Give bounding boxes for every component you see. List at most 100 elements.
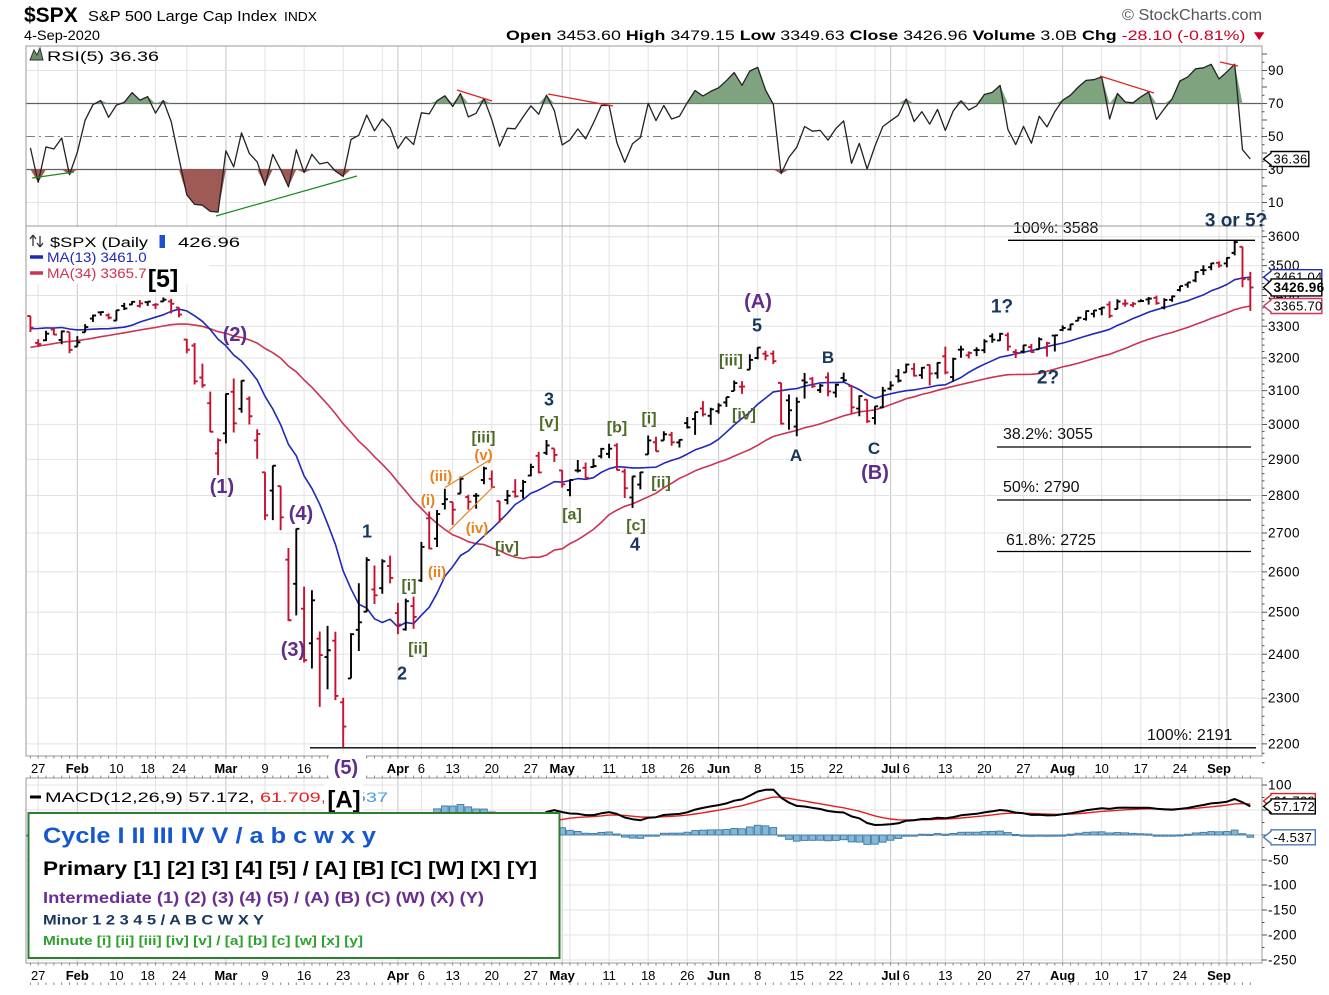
svg-text:3300: 3300 [1268, 319, 1300, 334]
svg-text:[i]: [i] [641, 411, 656, 428]
svg-text:S&P 500 Large Cap Index: S&P 500 Large Cap Index [88, 8, 278, 25]
svg-text:(3): (3) [281, 639, 305, 661]
svg-text:6: 6 [903, 761, 910, 776]
svg-text:5: 5 [752, 315, 762, 335]
svg-text:2300: 2300 [1268, 691, 1300, 706]
svg-text:27: 27 [1016, 968, 1030, 983]
svg-text:3200: 3200 [1268, 351, 1300, 366]
svg-text:[A]: [A] [327, 786, 360, 813]
svg-text:$SPX: $SPX [24, 4, 78, 27]
svg-text:2800: 2800 [1268, 488, 1300, 503]
svg-text:Feb: Feb [66, 968, 89, 983]
svg-text:2600: 2600 [1268, 564, 1300, 579]
svg-text:[c]: [c] [626, 518, 646, 535]
svg-text:C: C [868, 439, 880, 458]
svg-text:26: 26 [680, 761, 694, 776]
svg-text:57.172: 57.172 [1274, 799, 1316, 814]
svg-text:[a]: [a] [562, 507, 582, 524]
svg-text:2?: 2? [1037, 368, 1059, 389]
svg-text:22: 22 [829, 761, 843, 776]
svg-text:1?: 1? [991, 297, 1013, 318]
svg-text:3600: 3600 [1268, 229, 1300, 244]
svg-text:(i): (i) [421, 492, 435, 509]
svg-text:3 or 5?: 3 or 5? [1205, 211, 1267, 232]
svg-text:[v]: [v] [539, 415, 559, 432]
svg-text:(iv): (iv) [466, 520, 489, 537]
svg-text:Intermediate (1) (2) (3) (4) (: Intermediate (1) (2) (3) (4) (5) / (A) (… [43, 890, 484, 907]
svg-text:Apr: Apr [387, 968, 409, 983]
svg-text:-250: -250 [1268, 953, 1297, 968]
svg-text:20: 20 [485, 968, 499, 983]
svg-text:Feb: Feb [66, 761, 89, 776]
svg-text:Mar: Mar [214, 761, 237, 776]
svg-text:(iii): (iii) [430, 468, 453, 485]
svg-text:8: 8 [754, 761, 761, 776]
svg-text:3100: 3100 [1268, 383, 1300, 398]
svg-text:27: 27 [31, 761, 45, 776]
svg-text:9: 9 [261, 968, 268, 983]
svg-text:INDX: INDX [284, 10, 318, 24]
svg-text:-100: -100 [1268, 878, 1297, 893]
svg-text:[iv]: [iv] [732, 407, 756, 424]
svg-text:2500: 2500 [1268, 605, 1300, 620]
svg-text:Jul: Jul [881, 968, 900, 983]
svg-text:3426.96: 3426.96 [1274, 280, 1325, 295]
svg-text:10: 10 [109, 968, 123, 983]
svg-text:Primary [1] [2] [3] [4] [5] /: Primary [1] [2] [3] [4] [5] / [A] [B] [C… [43, 859, 537, 880]
svg-text:MA(34) 3365.70: MA(34) 3365.70 [47, 265, 155, 281]
svg-text:Jun: Jun [707, 968, 730, 983]
svg-text:61.8%: 2725: 61.8%: 2725 [1006, 532, 1096, 549]
svg-text:Minute [i] [ii] [iii] [iv] [v]: Minute [i] [ii] [iii] [iv] [v] / [a] [b]… [43, 933, 363, 948]
svg-text:-50: -50 [1268, 853, 1289, 868]
svg-text:26: 26 [680, 968, 694, 983]
svg-text:36.36: 36.36 [1274, 152, 1308, 167]
svg-text:2200: 2200 [1268, 736, 1300, 751]
svg-text:9: 9 [261, 761, 268, 776]
svg-text:Jul: Jul [881, 761, 900, 776]
svg-text:17: 17 [1134, 761, 1148, 776]
svg-text:3365.70: 3365.70 [1274, 299, 1323, 314]
svg-text:(A): (A) [744, 291, 772, 313]
svg-text:-200: -200 [1268, 928, 1297, 943]
svg-text:© StockCharts.com: © StockCharts.com [1122, 7, 1262, 24]
svg-text:Jun: Jun [707, 761, 730, 776]
svg-text:38.2%: 3055: 38.2%: 3055 [1003, 426, 1093, 443]
svg-text:4-Sep-2020: 4-Sep-2020 [24, 28, 100, 43]
svg-text:18: 18 [140, 968, 154, 983]
svg-text:(v): (v) [474, 447, 492, 464]
svg-text:Aug: Aug [1050, 761, 1075, 776]
svg-text:[ii]: [ii] [408, 641, 428, 658]
svg-text:[i]: [i] [401, 578, 416, 595]
svg-text:18: 18 [641, 968, 655, 983]
svg-text:100%: 2191: 100%: 2191 [1147, 727, 1233, 744]
svg-text:27: 27 [524, 761, 538, 776]
svg-text:Mar: Mar [214, 968, 237, 983]
svg-text:Sep: Sep [1207, 761, 1231, 776]
svg-text:20: 20 [485, 761, 499, 776]
svg-text:MA(13) 3461.04: MA(13) 3461.04 [47, 249, 155, 265]
svg-text:[iii]: [iii] [472, 430, 496, 447]
svg-text:17: 17 [1134, 968, 1148, 983]
svg-text:2: 2 [397, 663, 407, 683]
svg-text:100%: 3588: 100%: 3588 [1013, 220, 1099, 237]
svg-text:6: 6 [903, 968, 910, 983]
svg-text:[5]: [5] [148, 265, 179, 293]
svg-text:24: 24 [1173, 968, 1187, 983]
svg-text:RSI(5) 36.36: RSI(5) 36.36 [47, 49, 159, 64]
svg-text:90: 90 [1268, 63, 1284, 78]
svg-text:100: 100 [1268, 778, 1292, 793]
svg-text:16: 16 [297, 968, 311, 983]
svg-text:[iii]: [iii] [719, 353, 743, 370]
svg-text:-150: -150 [1268, 903, 1297, 918]
svg-text:[ii]: [ii] [651, 475, 671, 492]
svg-text:16: 16 [297, 761, 311, 776]
svg-text:-4.537: -4.537 [1274, 830, 1313, 845]
svg-text:18: 18 [140, 761, 154, 776]
svg-text:(1): (1) [210, 476, 234, 498]
svg-text:11: 11 [602, 761, 616, 776]
svg-text:27: 27 [524, 968, 538, 983]
svg-text:8: 8 [754, 968, 761, 983]
svg-text:426.96: 426.96 [178, 234, 240, 250]
svg-text:27: 27 [31, 968, 45, 983]
svg-text:(B): (B) [861, 462, 889, 484]
